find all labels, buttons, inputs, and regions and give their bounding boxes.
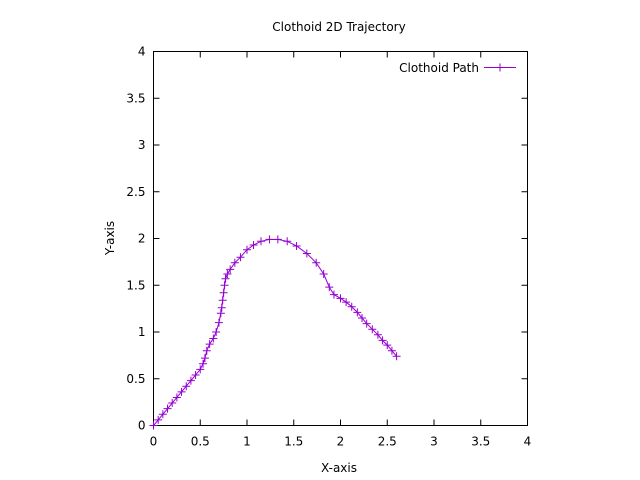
data-point: [362, 319, 371, 328]
data-point: [249, 241, 258, 250]
data-point: [368, 325, 377, 334]
x-tick-label: 2: [337, 435, 345, 449]
x-ticks: 0 0.5 1 1.5 2 2.5 3 3.5 4: [150, 51, 532, 449]
data-point: [221, 274, 230, 283]
data-point: [358, 313, 367, 322]
x-tick-label: 2.5: [378, 435, 397, 449]
x-tick-label: 0: [150, 435, 158, 449]
data-point: [158, 410, 167, 419]
data-point: [319, 270, 328, 279]
x-axis-label: X-axis: [321, 461, 357, 475]
y-tick-label: 0.5: [126, 372, 145, 386]
y-tick-label: 3.5: [126, 91, 145, 105]
y-tick-label: 2.5: [126, 185, 145, 199]
data-point: [172, 393, 181, 402]
data-point: [216, 309, 225, 318]
x-tick-label: 1.5: [284, 435, 303, 449]
data-point: [209, 334, 218, 343]
plot-frame: [153, 51, 528, 426]
x-tick-label: 3.5: [471, 435, 490, 449]
data-point: [336, 294, 345, 303]
data-point: [378, 336, 387, 345]
data-point: [217, 303, 226, 312]
data-point: [325, 283, 334, 292]
data-point: [218, 296, 227, 305]
x-tick-label: 3: [430, 435, 438, 449]
data-point: [182, 382, 191, 391]
data-point: [212, 328, 221, 336]
data-point: [273, 235, 282, 244]
y-tick-label: 2: [138, 232, 146, 246]
data-point: [265, 235, 274, 244]
data-point: [223, 270, 232, 279]
data-point: [177, 387, 186, 396]
data-point: [154, 415, 163, 424]
data-point: [226, 265, 235, 274]
y-axis-label: Y-axis: [103, 221, 117, 256]
data-point: [214, 318, 223, 327]
y-tick-label: 1.5: [126, 278, 145, 292]
data-point: [191, 371, 200, 380]
legend: Clothoid Path: [399, 61, 516, 75]
x-tick-label: 4: [524, 435, 532, 449]
data-point: [199, 359, 208, 368]
data-point: [353, 308, 362, 317]
data-point: [220, 281, 229, 290]
data-point: [149, 421, 158, 430]
y-tick-label: 1: [138, 325, 146, 339]
data-point: [312, 258, 321, 267]
data-point: [342, 298, 351, 307]
data-point: [387, 346, 396, 355]
series-line: [153, 238, 397, 426]
data-point: [283, 237, 292, 246]
x-tick-label: 0.5: [191, 435, 210, 449]
data-point: [230, 258, 239, 267]
data-point: [163, 404, 172, 413]
data-point: [200, 354, 209, 363]
data-point: [196, 365, 205, 374]
data-point: [347, 302, 356, 311]
data-point: [392, 352, 401, 361]
series-layer: [149, 235, 401, 430]
data-point: [168, 399, 177, 408]
data-point: [257, 237, 266, 246]
legend-marker: [496, 63, 504, 72]
y-tick-label: 4: [138, 45, 146, 59]
data-point: [373, 330, 382, 339]
chart-title: Clothoid 2D Trajectory: [272, 20, 405, 34]
data-point: [219, 288, 228, 297]
data-point: [302, 249, 311, 258]
data-point: [243, 245, 251, 254]
x-tick-label: 1: [243, 435, 251, 449]
y-tick-label: 3: [138, 138, 146, 152]
y-tick-label: 0: [138, 419, 146, 433]
data-point: [292, 241, 301, 250]
y-ticks: 0 0.5 1 1.5 2 2.5 3 3.5 4: [126, 45, 528, 433]
data-point: [202, 346, 211, 355]
data-point: [383, 341, 392, 350]
legend-label: Clothoid Path: [399, 61, 479, 75]
data-point: [186, 376, 195, 385]
data-point: [205, 340, 214, 349]
data-point: [236, 253, 245, 262]
data-point: [329, 290, 338, 299]
